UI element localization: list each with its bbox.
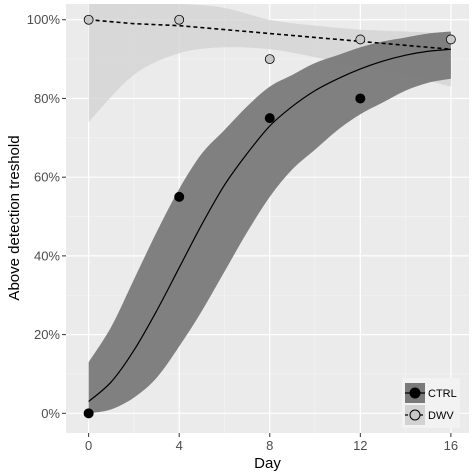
fit-line-dwv <box>88 18 451 51</box>
legend-label-dwv: DWV <box>428 410 454 422</box>
point-ctrl <box>83 408 94 419</box>
ribbon-dwv <box>88 4 451 123</box>
point-ctrl <box>355 93 366 104</box>
y-axis-title: Above detection treshold <box>6 135 23 300</box>
legend-key-dwv-point <box>409 409 421 421</box>
x-axis-title: Day <box>254 455 281 472</box>
fit-lines <box>88 18 451 402</box>
y-tick-label: 100% <box>27 12 61 27</box>
point-dwv <box>83 14 94 25</box>
y-tick-label: 80% <box>34 91 60 106</box>
legend-item-ctrl: CTRL <box>405 383 457 403</box>
data-points <box>83 14 456 419</box>
point-ctrl <box>174 191 185 202</box>
x-tick-label: 16 <box>444 438 458 453</box>
ribbon-ctrl <box>88 31 451 414</box>
x-tick-label: 12 <box>353 438 367 453</box>
point-dwv <box>445 34 456 45</box>
y-tick-label: 60% <box>34 170 60 185</box>
point-dwv <box>264 54 275 65</box>
x-tick-label: 8 <box>266 438 273 453</box>
y-tick-label: 0% <box>41 406 60 421</box>
confidence-ribbons <box>88 4 451 414</box>
x-tick-label: 4 <box>176 438 183 453</box>
y-axis-ticks: 0% 20% 40% 60% 80% 100% <box>27 12 66 421</box>
legend: CTRL DWV <box>402 378 460 428</box>
y-tick-label: 20% <box>34 327 60 342</box>
legend-item-dwv: DWV <box>405 405 454 425</box>
x-tick-label: 0 <box>85 438 92 453</box>
legend-key-ctrl-point <box>409 387 421 399</box>
legend-label-ctrl: CTRL <box>428 388 457 400</box>
point-dwv <box>355 34 366 45</box>
fit-line-ctrl <box>88 48 451 402</box>
point-ctrl <box>264 113 275 124</box>
y-tick-label: 40% <box>34 248 60 263</box>
x-axis-ticks: 0 4 8 12 16 <box>85 433 458 453</box>
point-dwv <box>174 14 185 25</box>
